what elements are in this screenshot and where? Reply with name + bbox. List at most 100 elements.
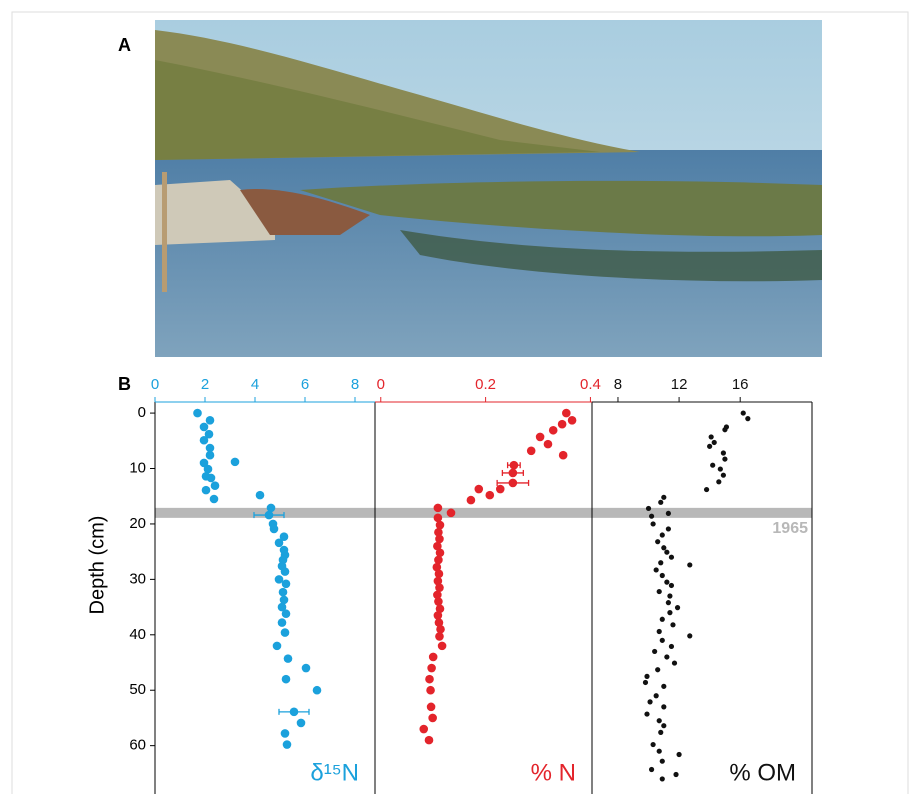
point <box>658 560 664 566</box>
point <box>424 735 434 745</box>
point <box>543 439 553 449</box>
point <box>509 460 519 470</box>
point <box>279 595 289 605</box>
point <box>710 462 716 468</box>
point <box>656 718 662 724</box>
x-tick-label: 4 <box>251 376 259 393</box>
point <box>282 740 292 749</box>
point <box>508 468 518 478</box>
x-tick-label: 2 <box>201 376 209 393</box>
point <box>280 628 290 637</box>
point <box>278 587 288 597</box>
point <box>661 683 667 689</box>
point <box>281 609 291 619</box>
point <box>210 481 220 490</box>
point <box>687 633 693 639</box>
point <box>659 637 665 643</box>
point <box>272 641 282 651</box>
point <box>645 505 652 512</box>
point <box>526 446 536 456</box>
point <box>277 602 287 612</box>
point <box>671 660 678 666</box>
point <box>432 562 442 572</box>
point <box>703 486 710 493</box>
point <box>289 707 299 717</box>
y-tick-label: 40 <box>129 626 146 643</box>
point <box>745 416 751 422</box>
point <box>644 711 650 717</box>
point <box>283 654 293 663</box>
point <box>495 484 505 494</box>
point <box>658 499 664 505</box>
point <box>659 532 665 538</box>
point <box>434 569 444 579</box>
point <box>203 464 213 474</box>
point <box>277 618 287 627</box>
point <box>427 663 436 673</box>
point <box>720 472 726 478</box>
point <box>428 652 438 662</box>
point <box>508 478 518 488</box>
point <box>656 588 662 595</box>
point <box>562 408 571 418</box>
point <box>664 549 670 555</box>
point <box>426 685 435 695</box>
point <box>652 648 658 655</box>
point <box>312 685 322 695</box>
point <box>558 450 568 460</box>
point <box>281 674 291 684</box>
x-tick-label: 0 <box>151 376 159 393</box>
point <box>199 458 209 468</box>
point <box>433 541 442 551</box>
point <box>269 524 279 534</box>
point <box>661 545 667 551</box>
point <box>548 425 558 435</box>
point <box>425 674 434 684</box>
point <box>474 484 484 494</box>
point <box>659 572 665 579</box>
x-tick-label: 8 <box>614 376 622 393</box>
point <box>433 611 443 620</box>
point <box>266 503 276 513</box>
x-tick-label: 0.2 <box>475 376 496 393</box>
y-tick-label: 30 <box>129 570 146 587</box>
point <box>674 605 681 611</box>
point <box>659 776 665 782</box>
point <box>466 495 476 505</box>
point <box>419 724 429 734</box>
point <box>301 663 311 673</box>
point <box>435 534 444 544</box>
point <box>647 699 653 705</box>
point <box>664 654 670 660</box>
point <box>209 494 219 504</box>
panel-label: B <box>118 374 131 394</box>
point <box>659 616 665 622</box>
point <box>255 490 265 500</box>
x-tick-label: 0 <box>377 376 385 393</box>
point <box>644 673 650 679</box>
point <box>687 562 693 568</box>
point <box>435 583 444 592</box>
point <box>668 554 675 560</box>
point <box>433 503 443 513</box>
point <box>274 575 284 584</box>
point <box>711 439 717 446</box>
y-tick-label: 60 <box>129 737 146 754</box>
point <box>434 618 444 627</box>
point <box>567 415 577 425</box>
point <box>446 508 456 518</box>
x-tick-label: 16 <box>732 376 749 393</box>
point <box>436 624 445 634</box>
x-tick-label: 0.4 <box>580 376 601 393</box>
point <box>648 766 655 773</box>
point <box>665 600 671 606</box>
point <box>653 567 659 573</box>
point <box>199 422 209 432</box>
point <box>434 555 443 565</box>
point <box>435 520 445 530</box>
point <box>535 432 545 442</box>
y-tick-label: 50 <box>129 681 146 698</box>
point <box>193 408 202 418</box>
point <box>722 427 728 433</box>
